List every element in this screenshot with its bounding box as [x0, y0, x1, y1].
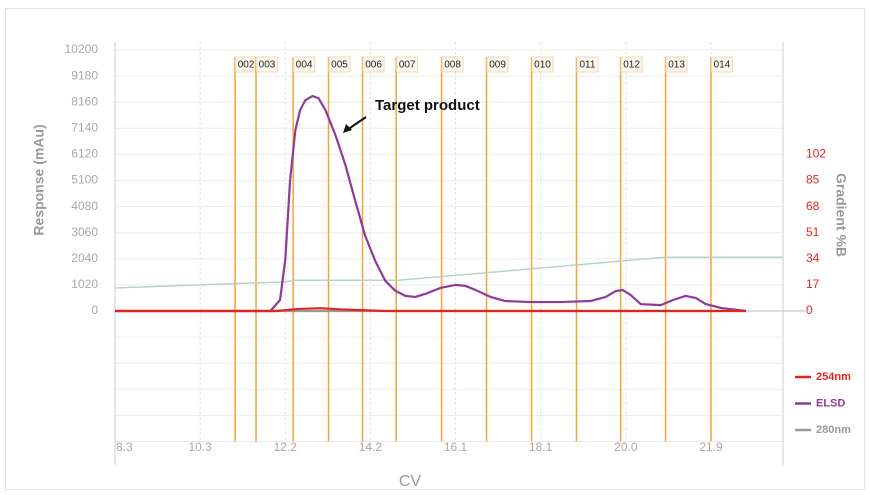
fraction-label: 011 [580, 60, 596, 71]
y-tick-label: 8160 [71, 94, 98, 108]
legend-label: ELSD [816, 397, 845, 409]
annotation: Target product [375, 97, 480, 114]
x-axis-title: CV [399, 473, 422, 490]
y-axis-title: Response (mAu) [31, 124, 47, 235]
fraction-label: 004 [296, 60, 313, 71]
fraction-label-box [396, 56, 419, 73]
legend-label: 254nm [816, 371, 851, 383]
y-tick-label: 7140 [71, 120, 98, 134]
y-tick-label: 10200 [65, 42, 99, 56]
y2-tick-label: 34 [806, 251, 820, 265]
x-tick-label: 20.0 [614, 440, 638, 454]
fraction-label-box [362, 56, 385, 73]
frame [5, 8, 865, 490]
annotation-arrow [346, 116, 367, 131]
series-line [115, 94, 747, 313]
y-tick-label: 5100 [71, 173, 98, 187]
fraction-label-box [576, 56, 599, 73]
y2-tick-label: 102 [806, 147, 826, 161]
fraction-label: 012 [623, 60, 640, 71]
fraction-label-box [531, 56, 554, 73]
y-tick-label: 1020 [71, 277, 98, 291]
y-tick-label: 3060 [71, 225, 98, 239]
fraction-label: 006 [365, 60, 382, 71]
fraction-label-box [710, 56, 733, 73]
y-tick-label: 4080 [71, 199, 98, 213]
x-tick-label: 21.9 [699, 440, 723, 454]
fraction-label: 009 [489, 60, 506, 71]
fraction-label-box [620, 56, 643, 73]
fraction-label: 003 [259, 60, 276, 71]
x-tick-label: 12.2 [274, 440, 298, 454]
x-tick-label: 14.2 [359, 440, 383, 454]
fraction-label: 010 [534, 60, 551, 71]
fraction-label: 005 [331, 60, 348, 71]
y-tick-label: 2040 [71, 251, 98, 265]
y2-tick-label: 85 [806, 173, 820, 187]
y2-tick-label: 0 [806, 303, 813, 317]
x-tick-label: 8.3 [116, 440, 133, 454]
series-line [114, 256, 783, 289]
x-tick-label: 18.1 [529, 440, 553, 454]
fraction-label-box [256, 56, 279, 73]
y2-tick-label: 17 [806, 277, 820, 291]
arrow-head [343, 124, 352, 133]
legend-label: 280nm [816, 424, 851, 436]
fraction-label: 007 [399, 60, 416, 71]
fraction-label-box [328, 56, 351, 73]
x-tick-label: 16.1 [444, 440, 468, 454]
y-tick-label: 6120 [71, 147, 98, 161]
series-line [115, 307, 746, 313]
fraction-label-box [293, 56, 316, 73]
y-tick-label: 9180 [71, 68, 98, 82]
fraction-label: 002 [238, 60, 255, 71]
x-tick-label: 10.3 [188, 440, 212, 454]
y-tick-label: 0 [91, 303, 98, 317]
fraction-label-box [665, 56, 688, 73]
y2-tick-label: 68 [806, 199, 820, 213]
fraction-label: 014 [714, 60, 731, 71]
y2-tick-label: 51 [806, 225, 820, 239]
fraction-label-box [486, 56, 509, 73]
fraction-label-box [441, 56, 464, 73]
fraction-label: 013 [668, 60, 685, 71]
y2-axis-title: Gradient %B [833, 173, 849, 257]
fraction-label: 008 [444, 60, 461, 71]
